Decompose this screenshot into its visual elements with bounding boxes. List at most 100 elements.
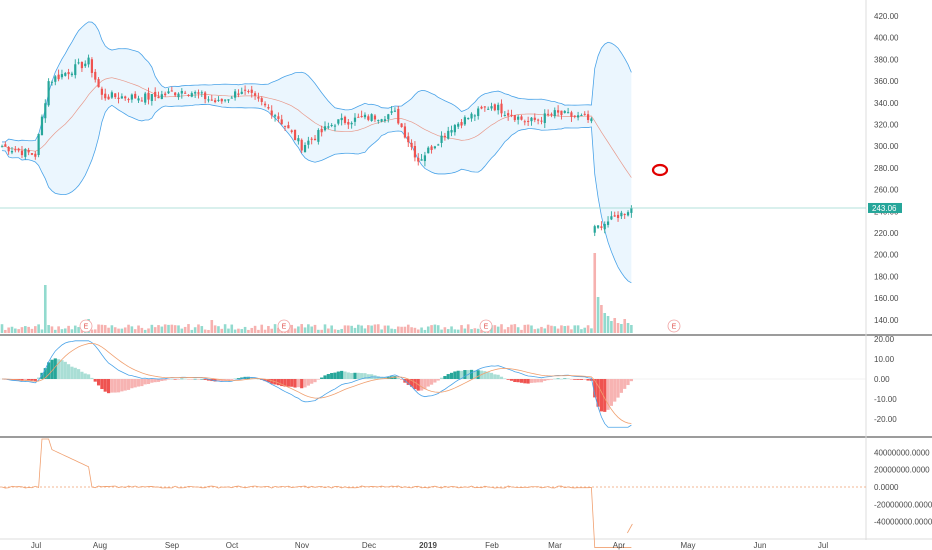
candle-body[interactable] — [586, 114, 590, 120]
candle-body[interactable] — [320, 128, 323, 133]
candle-body[interactable] — [134, 93, 137, 99]
candle-body[interactable] — [120, 96, 123, 99]
candle-body[interactable] — [370, 114, 373, 121]
candle-body[interactable] — [104, 93, 107, 99]
candle-body[interactable] — [407, 136, 410, 143]
candle-body[interactable] — [84, 63, 87, 67]
candle-body[interactable] — [64, 73, 67, 76]
candle-body[interactable] — [357, 116, 360, 118]
candle-body[interactable] — [606, 221, 610, 225]
candle-body[interactable] — [107, 96, 110, 100]
candle-body[interactable] — [433, 146, 436, 149]
time-axis[interactable]: Jul Aug Sep Oct Nov Dec 2019 Feb Mar Apr May Jun Jul — [31, 541, 828, 550]
candle-body[interactable] — [480, 106, 483, 109]
candle-body[interactable] — [337, 119, 340, 124]
candle-body[interactable] — [217, 99, 220, 101]
candle-body[interactable] — [157, 96, 160, 99]
candle-body[interactable] — [493, 104, 496, 111]
candle-body[interactable] — [313, 138, 317, 141]
candle-body[interactable] — [7, 147, 10, 152]
candle-body[interactable] — [250, 89, 253, 93]
candle-body[interactable] — [127, 99, 130, 101]
earnings-marker[interactable]: E — [667, 319, 681, 333]
candle-body[interactable] — [34, 153, 37, 157]
candle-body[interactable] — [257, 97, 260, 99]
candle-body[interactable] — [483, 106, 486, 108]
candle-body[interactable] — [573, 115, 576, 117]
candle-body[interactable] — [417, 157, 420, 162]
candle-body[interactable] — [400, 123, 403, 128]
candle-body[interactable] — [44, 103, 47, 119]
candle-body[interactable] — [237, 93, 240, 95]
candle-body[interactable] — [110, 92, 113, 98]
candle-body[interactable] — [117, 97, 120, 99]
candle-body[interactable] — [130, 94, 133, 100]
candle-body[interactable] — [194, 92, 197, 94]
candle-body[interactable] — [616, 214, 620, 219]
candle-body[interactable] — [190, 93, 193, 97]
candle-body[interactable] — [174, 92, 177, 96]
candle-body[interactable] — [164, 93, 167, 96]
circle-alert-icon[interactable] — [651, 163, 669, 177]
candle-body[interactable] — [543, 113, 546, 124]
candle-body[interactable] — [300, 139, 303, 151]
candle-body[interactable] — [570, 112, 573, 117]
candle-body[interactable] — [37, 133, 40, 156]
candle-body[interactable] — [347, 122, 350, 125]
candle-body[interactable] — [527, 120, 530, 122]
candle-body[interactable] — [460, 122, 463, 126]
candle-body[interactable] — [310, 138, 313, 140]
candle-body[interactable] — [393, 110, 397, 112]
candle-body[interactable] — [277, 116, 280, 119]
candle-body[interactable] — [576, 115, 580, 118]
macd-pane[interactable] — [0, 340, 866, 428]
candle-body[interactable] — [167, 91, 170, 94]
candle-body[interactable] — [530, 117, 533, 122]
candle-body[interactable] — [40, 116, 44, 136]
candle-body[interactable] — [500, 103, 503, 114]
candle-body[interactable] — [387, 114, 390, 120]
candle-body[interactable] — [463, 117, 466, 125]
candle-body[interactable] — [413, 145, 417, 158]
candle-body[interactable] — [353, 117, 357, 122]
candle-body[interactable] — [596, 225, 600, 228]
earnings-marker[interactable]: E — [79, 319, 93, 333]
candle-body[interactable] — [100, 88, 103, 95]
candle-body[interactable] — [580, 115, 583, 117]
candle-body[interactable] — [380, 119, 383, 122]
candle-body[interactable] — [490, 106, 493, 109]
candle-body[interactable] — [447, 130, 450, 139]
candle-body[interactable] — [467, 118, 470, 120]
candle-body[interactable] — [147, 92, 150, 100]
candle-body[interactable] — [477, 108, 480, 117]
candle-body[interactable] — [197, 92, 200, 94]
candle-body[interactable] — [626, 212, 630, 216]
candle-body[interactable] — [430, 146, 433, 151]
candle-body[interactable] — [443, 135, 446, 137]
candle-body[interactable] — [567, 112, 570, 114]
candle-body[interactable] — [423, 155, 427, 162]
candle-body[interactable] — [10, 151, 14, 153]
candle-body[interactable] — [323, 126, 327, 131]
candle-body[interactable] — [97, 79, 100, 88]
candle-body[interactable] — [563, 111, 566, 113]
candle-body[interactable] — [450, 130, 453, 133]
earnings-marker[interactable]: E — [277, 319, 291, 333]
candle-body[interactable] — [137, 98, 140, 101]
candle-body[interactable] — [350, 122, 353, 125]
candle-body[interactable] — [67, 72, 70, 75]
candle-body[interactable] — [343, 116, 347, 123]
candle-body[interactable] — [307, 140, 310, 145]
candle-body[interactable] — [330, 124, 333, 126]
candle-body[interactable] — [603, 223, 606, 230]
candle-body[interactable] — [487, 108, 490, 110]
candle-body[interactable] — [360, 115, 363, 118]
candle-body[interactable] — [187, 94, 190, 96]
candle-body[interactable] — [560, 110, 563, 115]
price-pane[interactable] — [0, 21, 866, 284]
candle-body[interactable] — [420, 159, 423, 161]
candle-body[interactable] — [184, 92, 187, 94]
candle-body[interactable] — [220, 98, 223, 102]
candle-body[interactable] — [457, 123, 460, 127]
candle-body[interactable] — [630, 207, 633, 213]
